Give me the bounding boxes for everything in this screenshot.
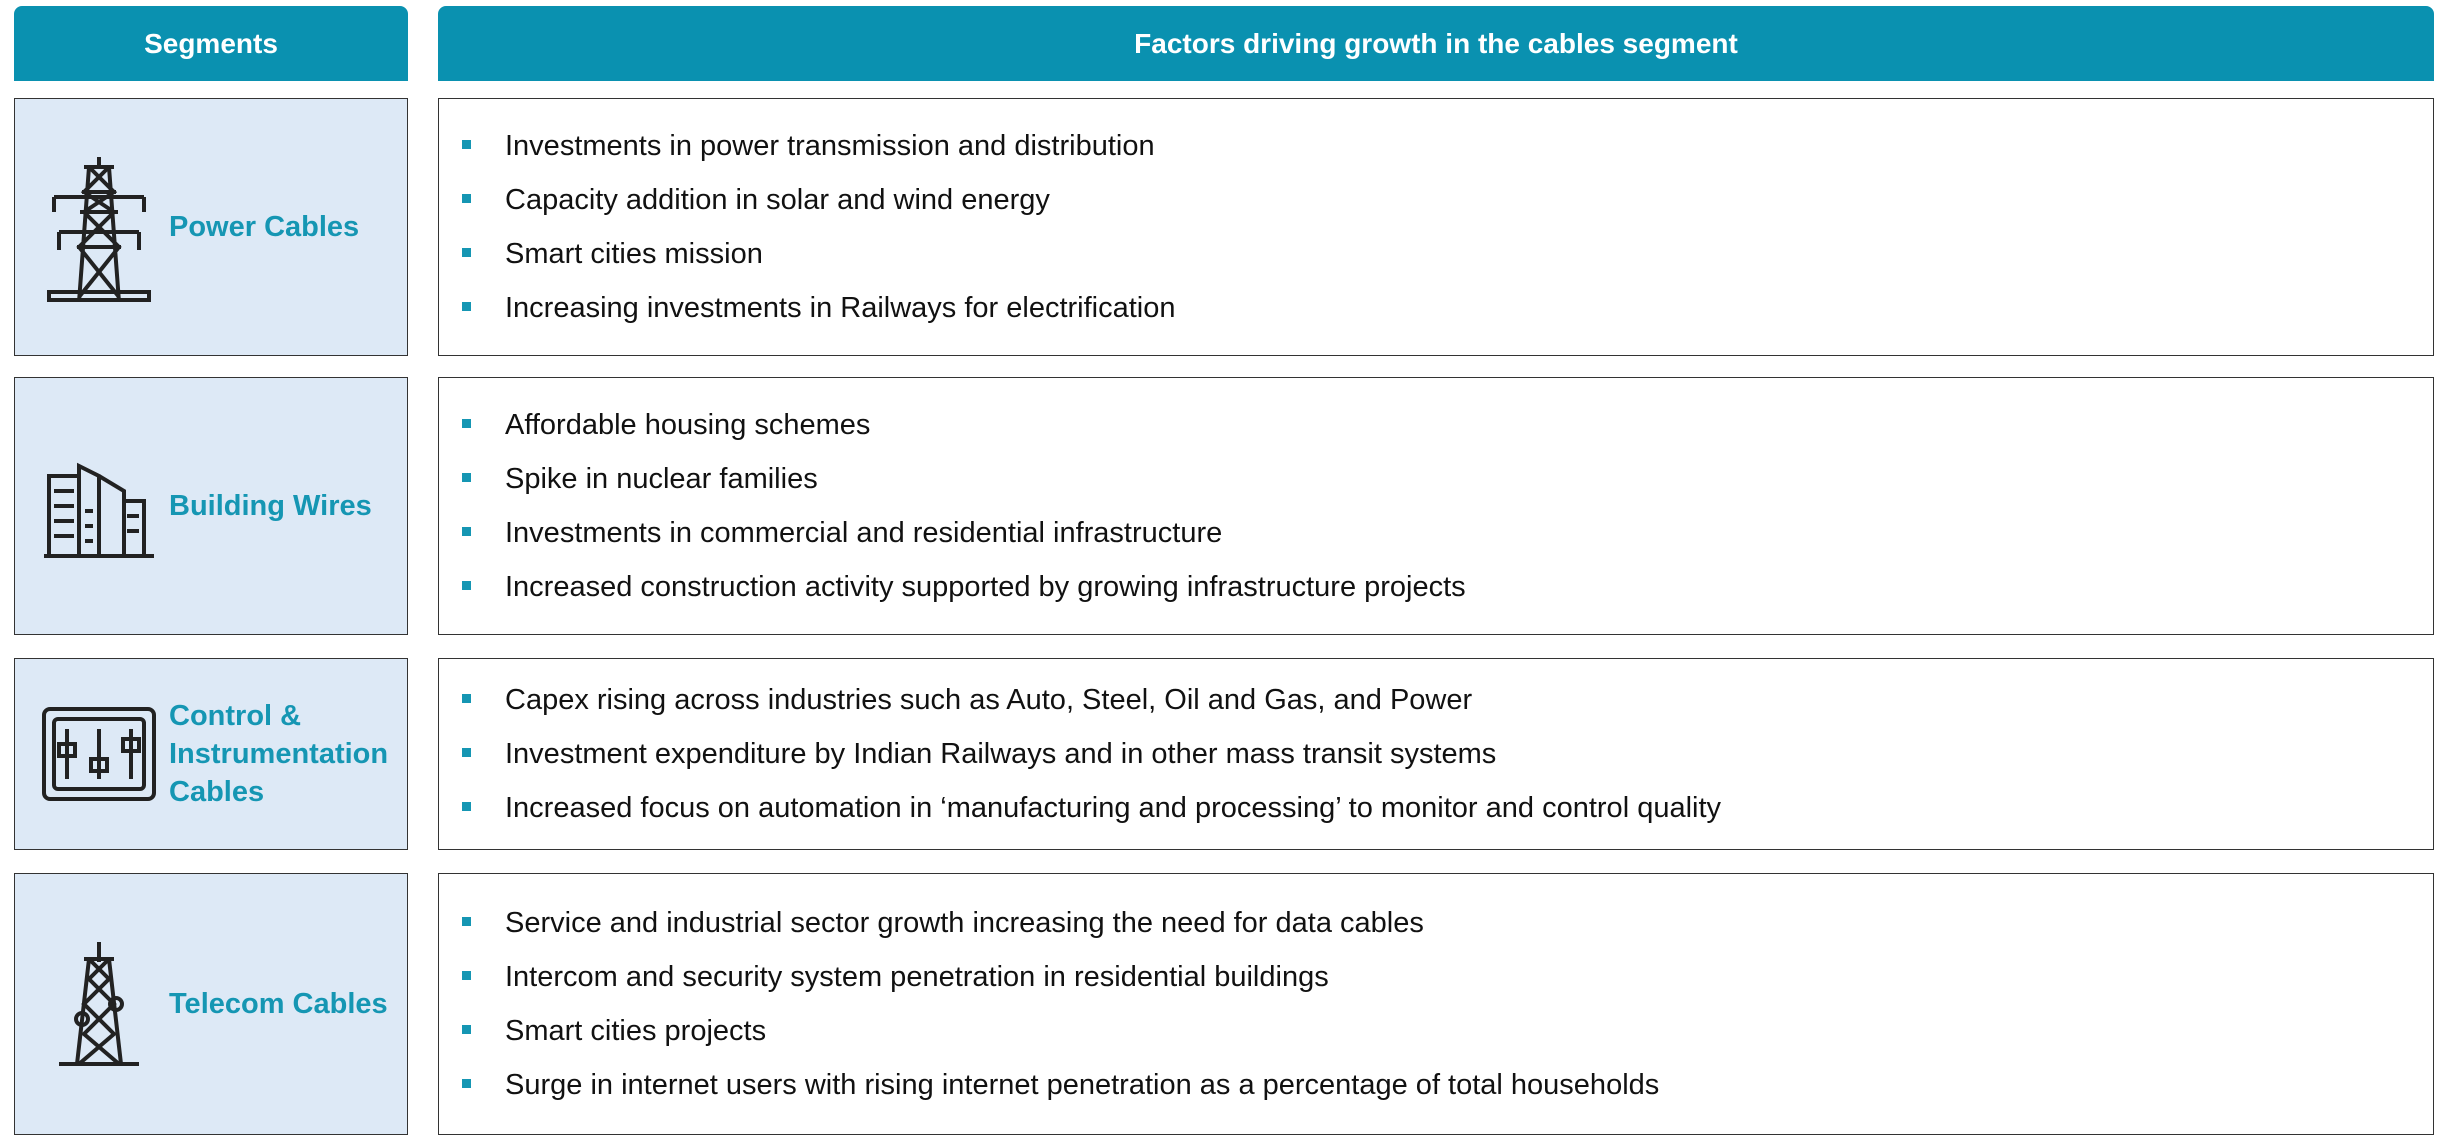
factor-item: Surge in internet users with rising inte…: [462, 1069, 2433, 1102]
factor-item: Smart cities mission: [462, 238, 2433, 271]
segments-header: Segments: [14, 6, 408, 81]
factor-item: Increased focus on automation in ‘manufa…: [462, 792, 2433, 825]
factor-item: Investment expenditure by Indian Railway…: [462, 738, 2433, 771]
factor-item: Smart cities projects: [462, 1015, 2433, 1048]
factors-cell: Service and industrial sector growth inc…: [438, 873, 2434, 1135]
segment-icon: [29, 704, 169, 804]
factors-cell: Affordable housing schemes Spike in nucle…: [438, 377, 2434, 635]
segment-cell: Control & Instrumentation Cables: [14, 658, 408, 850]
factor-item: Investments in commercial and residentia…: [462, 517, 2433, 550]
factor-item: Increased construction activity supporte…: [462, 571, 2433, 604]
segment-label: Telecom Cables: [169, 988, 388, 1020]
factors-cell: Investments in power transmission and di…: [438, 98, 2434, 356]
segment-icon: [29, 939, 169, 1069]
segment-icon: [29, 152, 169, 302]
factor-item: Capex rising across industries such as A…: [462, 684, 2433, 717]
factor-item: Capacity addition in solar and wind ener…: [462, 184, 2433, 217]
factor-item: Intercom and security system penetration…: [462, 961, 2433, 994]
factor-item: Spike in nuclear families: [462, 463, 2433, 496]
factor-item: Affordable housing schemes: [462, 409, 2433, 442]
factors-header: Factors driving growth in the cables seg…: [438, 6, 2434, 81]
factor-item: Increasing investments in Railways for e…: [462, 292, 2433, 325]
segment-cell: Power Cables: [14, 98, 408, 356]
segment-label: Building Wires: [169, 490, 372, 522]
factor-item: Service and industrial sector growth inc…: [462, 907, 2433, 940]
factor-item: Investments in power transmission and di…: [462, 130, 2433, 163]
segment-icon: [29, 451, 169, 561]
factors-cell: Capex rising across industries such as A…: [438, 658, 2434, 850]
segment-label: Control & Instrumentation Cables: [169, 700, 389, 808]
segment-cell: Building Wires: [14, 377, 408, 635]
segment-cell: Telecom Cables: [14, 873, 408, 1135]
segment-label: Power Cables: [169, 211, 360, 243]
